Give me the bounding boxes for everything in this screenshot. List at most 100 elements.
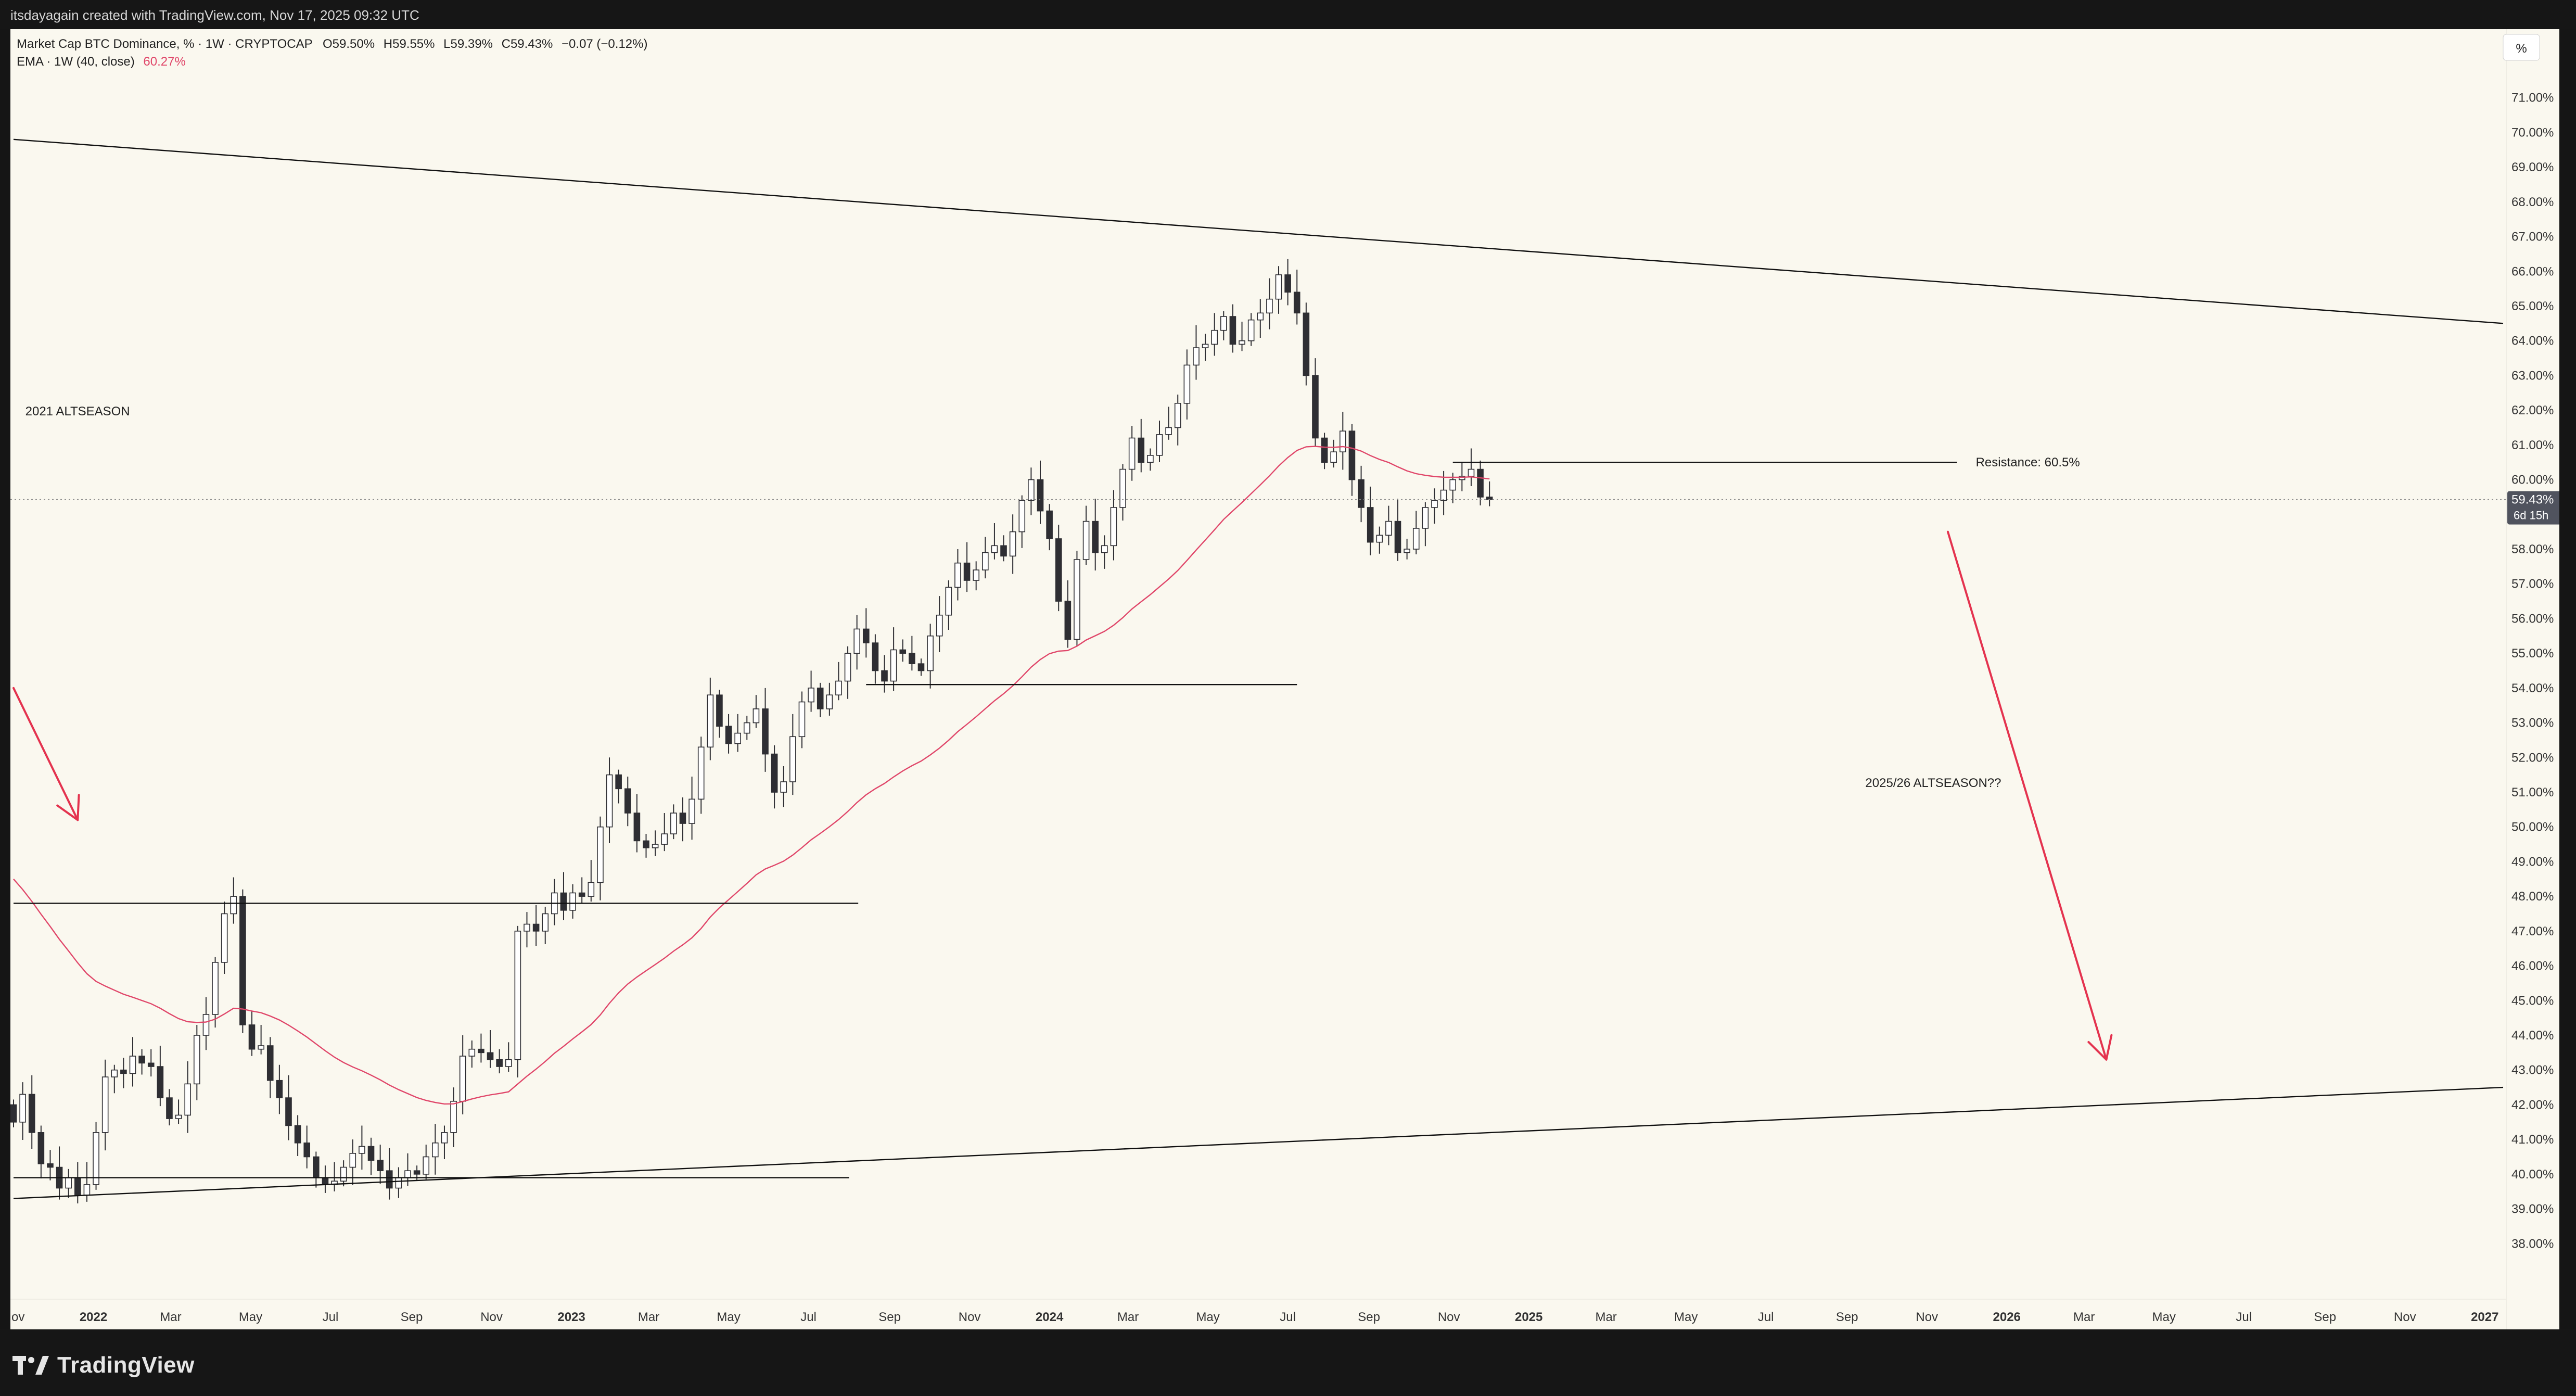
candle-body [597, 826, 604, 883]
candle-body [1009, 531, 1016, 557]
candle-body [285, 1097, 292, 1126]
candle [1101, 535, 1108, 569]
candle [1000, 535, 1007, 562]
candle [1211, 313, 1218, 356]
candle-body [386, 1170, 393, 1189]
candle [670, 804, 677, 840]
candle [679, 797, 686, 842]
price-tick-label: 58.00% [2511, 542, 2554, 556]
candle [1321, 433, 1328, 469]
time-tick-label: Nov [1438, 1310, 1460, 1324]
candle [826, 682, 833, 716]
candle-body [175, 1114, 182, 1119]
candle-body [1257, 312, 1264, 321]
candle-body [862, 628, 870, 643]
candle-body [468, 1048, 476, 1057]
candle [138, 1049, 145, 1075]
candle-body [945, 587, 952, 616]
legend-open-label: O [323, 37, 333, 51]
candle-body [1303, 312, 1310, 376]
candle-body [83, 1184, 91, 1196]
plot-area[interactable] [10, 29, 2506, 1299]
candle-body [129, 1056, 136, 1074]
candle-body [101, 1076, 109, 1133]
candle [688, 776, 695, 840]
time-tick-label: 2022 [80, 1310, 107, 1324]
chart-pane[interactable]: 38.00% 39.00% 40.00% 41.00% 42.00% 43.00% 44.0… [10, 29, 2559, 1329]
price-tick-label: 42.00% [2511, 1098, 2554, 1112]
candle-body [1128, 437, 1136, 470]
candle-body [1165, 427, 1172, 435]
unit-button[interactable]: % [2503, 34, 2540, 61]
candle-body [1211, 329, 1218, 345]
time-tick-label: May [239, 1310, 262, 1324]
candle [1257, 299, 1264, 338]
candle-body [359, 1146, 365, 1154]
candle [1358, 465, 1364, 523]
time-tick-label: 2025 [1515, 1310, 1542, 1324]
candle [37, 1125, 45, 1179]
candle-body [789, 736, 796, 782]
candle-body [221, 913, 228, 963]
candle-body [954, 562, 961, 588]
candle-body [1449, 479, 1457, 491]
candle [1340, 412, 1346, 470]
candle [945, 580, 952, 630]
time-tick-label: Mar [1595, 1310, 1616, 1324]
candle [266, 1037, 274, 1098]
candle [194, 1024, 200, 1100]
candle [1174, 395, 1181, 446]
candle [101, 1059, 109, 1151]
price-tick-label: 53.00% [2511, 716, 2554, 730]
candle-body [441, 1132, 448, 1144]
candle [258, 1024, 264, 1055]
candle-body [1412, 528, 1420, 550]
legend-change: −0.07 (−0.12%) [562, 37, 647, 51]
candle-body [1147, 455, 1154, 463]
candle-body [909, 653, 915, 664]
candle [239, 889, 246, 1034]
candle-body [588, 882, 595, 897]
candle-body [569, 892, 576, 911]
candle-body [1330, 451, 1337, 463]
candle [111, 1064, 118, 1094]
candle-body [1340, 430, 1346, 453]
candle [963, 542, 971, 592]
time-tick-label: Mar [2073, 1310, 2095, 1324]
candle-body [532, 923, 540, 932]
candle-body [917, 663, 925, 671]
candle-body [413, 1170, 420, 1175]
candle [1018, 495, 1026, 548]
candle-body [606, 774, 613, 828]
chart-svg[interactable]: 38.00% 39.00% 40.00% 41.00% 42.00% 43.00% 44.0… [10, 29, 2559, 1329]
time-axis[interactable]: Nov 2022 Mar May Jul Sep Nov 2023 Mar May Jul Sep No… [10, 1299, 2506, 1324]
candle-body [1220, 316, 1227, 331]
candle-body [1055, 538, 1062, 602]
time-tick-label: Nov [2394, 1310, 2416, 1324]
candle-body [1138, 437, 1145, 463]
legend-low-label: L [443, 37, 450, 51]
candle [743, 716, 750, 740]
time-tick-label: May [1196, 1310, 1219, 1324]
candle [1147, 448, 1154, 471]
tradingview-logo[interactable]: TradingView [12, 1352, 195, 1378]
time-tick-label: Mar [160, 1310, 181, 1324]
candle-body [276, 1080, 283, 1098]
price-axis[interactable]: 38.00% 39.00% 40.00% 41.00% 42.00% 43.00% 44.0… [2506, 29, 2554, 1329]
candle [780, 766, 787, 807]
candle-body [734, 732, 741, 744]
candle [1128, 426, 1136, 481]
candle-body [743, 722, 750, 734]
price-tick-label: 64.00% [2511, 334, 2554, 348]
candle-body [991, 545, 998, 553]
candle-body [138, 1056, 145, 1064]
candle [230, 877, 237, 924]
time-tick-label: Jul [323, 1310, 339, 1324]
candle-body [1064, 601, 1072, 640]
candle [1412, 511, 1420, 555]
candle-body [936, 614, 943, 637]
candle [1110, 490, 1117, 561]
price-tick-label: 46.00% [2511, 959, 2554, 973]
candle-body [1284, 274, 1291, 293]
candle [202, 997, 210, 1050]
